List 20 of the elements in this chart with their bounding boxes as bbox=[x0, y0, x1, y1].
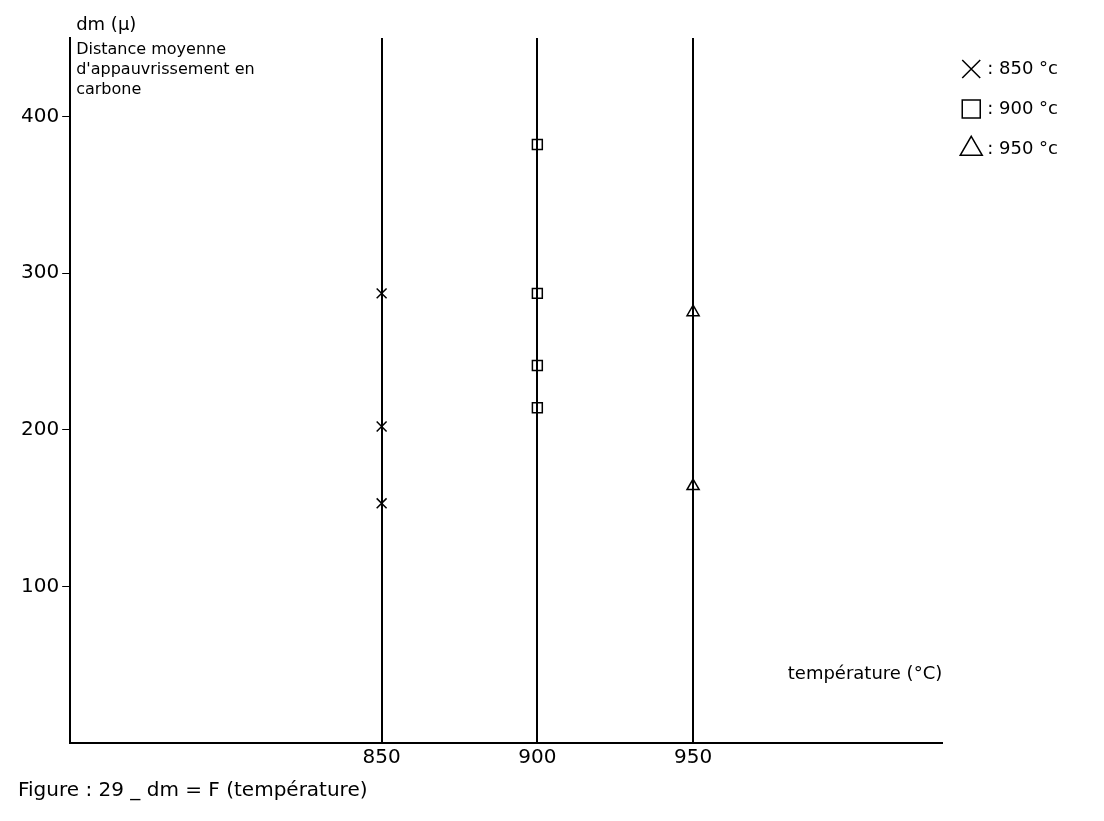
point bbox=[531, 359, 544, 372]
legend-label: : 900 °c bbox=[987, 96, 1058, 118]
text: Figure : 29 _ dm = F (température) bbox=[18, 777, 368, 802]
x-tick-label: 950 bbox=[673, 744, 713, 769]
y-tick-label: 400 bbox=[20, 102, 60, 127]
x-axis-title: température (°C) bbox=[787, 661, 943, 683]
point bbox=[531, 287, 544, 300]
y-axis-title: dm (µ) bbox=[76, 12, 137, 34]
legend-label: : 950 °c bbox=[987, 136, 1058, 158]
y-tick-label: 300 bbox=[20, 259, 60, 284]
point bbox=[531, 402, 544, 414]
y-tick-label: 100 bbox=[20, 572, 60, 597]
y-tick-label: 200 bbox=[20, 415, 60, 440]
point bbox=[686, 478, 700, 491]
legend-label: : 850 °c bbox=[987, 56, 1058, 78]
x-tick-label: 900 bbox=[518, 744, 557, 769]
x-tick-label: 850 bbox=[362, 744, 401, 769]
point bbox=[531, 138, 544, 151]
annotation: Distance moyenne d'appauvrissement en carbone bbox=[76, 39, 255, 99]
point bbox=[686, 304, 700, 317]
